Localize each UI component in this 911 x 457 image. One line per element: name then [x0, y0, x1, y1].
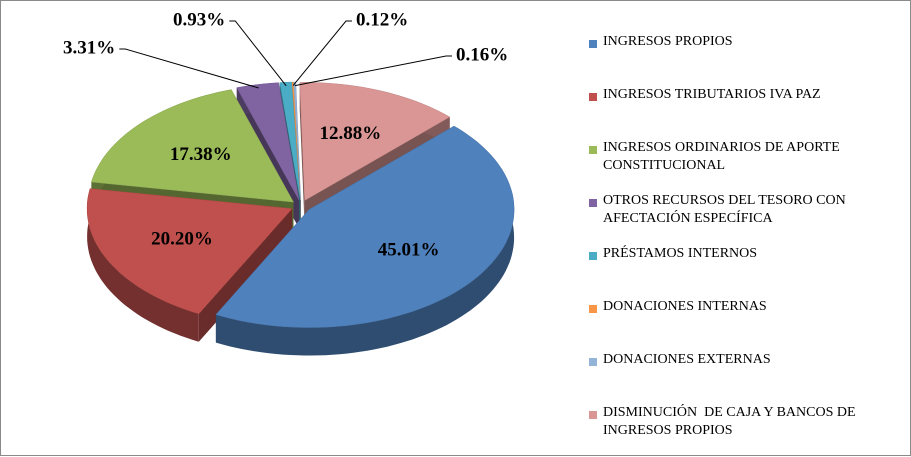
leader-line — [229, 20, 287, 87]
legend-item: DONACIONES EXTERNAS — [589, 349, 899, 402]
legend-item: INGRESOS TRIBUTARIOS IVA PAZ — [589, 84, 899, 137]
slice-side — [299, 82, 305, 229]
legend-swatch — [589, 411, 597, 419]
legend-swatch — [589, 93, 597, 101]
legend-item: DONACIONES INTERNAS — [589, 296, 899, 349]
data-label: 20.20% — [151, 229, 213, 250]
leader-line — [119, 48, 259, 89]
legend-item: OTROS RECURSOS DEL TESORO CON AFECTACIÓN… — [589, 190, 899, 243]
data-label: 0.93% — [173, 9, 225, 30]
data-label: 12.88% — [320, 123, 382, 144]
legend-label: DISMINUCIÓN DE CAJA Y BANCOS DE INGRESOS… — [603, 405, 860, 438]
slice — [215, 125, 515, 328]
slice — [299, 82, 451, 201]
legend-item: INGRESOS PROPIOS — [589, 31, 899, 84]
leader-line — [294, 55, 452, 87]
data-label: 45.01% — [378, 240, 440, 261]
data-label: 0.16% — [456, 44, 508, 65]
legend-label: DONACIONES INTERNAS — [603, 299, 767, 314]
legend-swatch — [589, 358, 597, 366]
legend: INGRESOS PROPIOS INGRESOS TRIBUTARIOS IVA… — [589, 31, 899, 455]
leader-line — [292, 20, 352, 86]
legend-label: INGRESOS TRIBUTARIOS IVA PAZ — [603, 87, 821, 102]
legend-label: INGRESOS ORDINARIOS DE APORTE CONSTITUCI… — [603, 140, 844, 173]
data-label: 0.12% — [356, 9, 408, 30]
legend-label: OTROS RECURSOS DEL TESORO CON AFECTACIÓN… — [603, 193, 849, 226]
slice — [236, 82, 300, 201]
legend-item: INGRESOS ORDINARIOS DE APORTE CONSTITUCI… — [589, 137, 899, 190]
legend-swatch — [589, 305, 597, 313]
legend-label: DONACIONES EXTERNAS — [603, 352, 771, 367]
data-label: 17.38% — [170, 144, 232, 165]
slice — [91, 89, 294, 203]
legend-label: INGRESOS PROPIOS — [603, 34, 733, 49]
legend-swatch — [589, 146, 597, 154]
legend-swatch — [589, 199, 597, 207]
slice — [293, 81, 301, 201]
legend-label: PRÉSTAMOS INTERNOS — [603, 246, 758, 261]
slice-wall — [87, 188, 199, 342]
legend-swatch — [589, 40, 597, 48]
slice — [86, 188, 293, 315]
legend-item: DISMINUCIÓN DE CAJA Y BANCOS DE INGRESOS… — [589, 402, 899, 455]
legend-item: PRÉSTAMOS INTERNOS — [589, 243, 899, 296]
slice — [279, 81, 301, 201]
legend-swatch — [589, 252, 597, 260]
data-label: 3.31% — [63, 37, 115, 58]
